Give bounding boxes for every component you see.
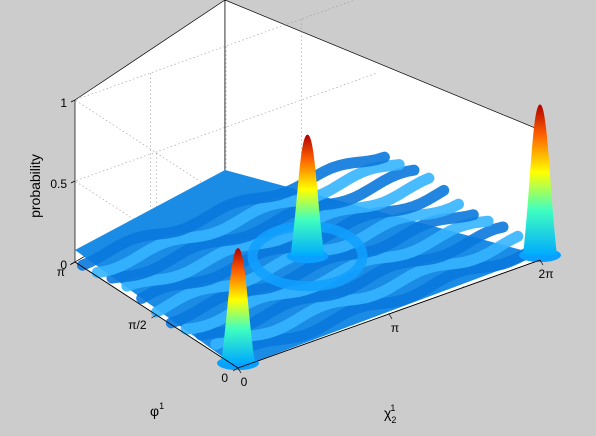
y-tick-label-2: π xyxy=(57,265,65,279)
x-tick xyxy=(388,313,393,320)
peak-1 xyxy=(290,134,325,257)
x-axis-label: χ21 xyxy=(384,403,396,425)
peak-2 xyxy=(523,104,558,256)
x-tick-label-1: π xyxy=(391,321,399,335)
ripple-band xyxy=(76,151,390,271)
y-tick xyxy=(232,367,239,372)
x-tick xyxy=(539,259,544,266)
z-tick-label-0: 0 xyxy=(60,258,67,272)
x-tick xyxy=(237,367,242,374)
y-tick-label-1: π/2 xyxy=(128,318,147,332)
y-tick xyxy=(69,261,76,266)
z-tick xyxy=(70,99,76,103)
y-axis-label: φ1 xyxy=(150,401,164,419)
peak-0 xyxy=(221,248,255,364)
ripple-band xyxy=(121,172,435,292)
y-tick xyxy=(151,314,157,319)
z-tick-label-1: 0.5 xyxy=(50,177,67,191)
ripple-band xyxy=(195,221,509,341)
ripple-band xyxy=(106,164,420,284)
z-tick xyxy=(70,180,76,184)
peaks xyxy=(217,104,562,371)
ripple-band xyxy=(91,159,405,279)
ripple-band xyxy=(210,230,524,350)
x-tick-label-0: 0 xyxy=(241,375,248,389)
ripple-band xyxy=(225,244,539,363)
y-tick-label-0: 0 xyxy=(221,371,228,385)
grid-z-one xyxy=(74,0,356,207)
z-axis-label: probability xyxy=(27,154,43,218)
z-tick-label-2: 1 xyxy=(60,96,67,110)
x-tick-label-2: 2π xyxy=(539,267,554,281)
